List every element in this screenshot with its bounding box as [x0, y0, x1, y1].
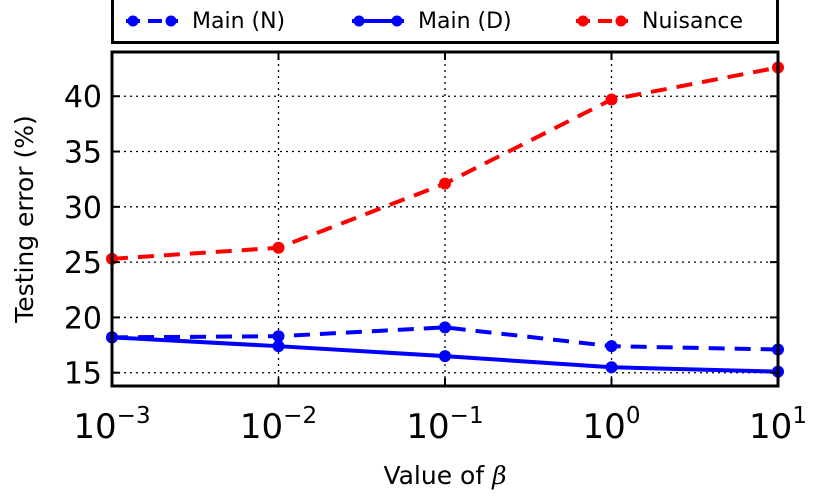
x-tick-label: 10−2 [240, 403, 317, 447]
data-point-nuisance [439, 177, 451, 190]
x-tick-label: 10−3 [73, 403, 150, 447]
legend-item-main-d: Main (D) [350, 6, 512, 36]
y-tick-label: 25 [64, 246, 102, 281]
legend-item-main-n: Main (N) [124, 6, 285, 36]
x-axis-label-text: Value of [383, 461, 492, 490]
series-line-main-n [111, 325, 779, 352]
legend-swatch-main-n [126, 15, 178, 27]
y-tick-label: 15 [64, 357, 102, 392]
data-point-main-d [605, 361, 618, 374]
legend-label-main-n: Main (N) [192, 8, 286, 34]
series-layer [106, 61, 784, 378]
legend: Main (N) Main (D) Nuisance [111, 0, 779, 44]
y-tick-label: 40 [64, 80, 102, 115]
legend-swatch-main-d [352, 15, 404, 27]
x-tick-label: 10−1 [406, 403, 483, 447]
x-tick-label: 100 [583, 403, 641, 447]
legend-label-main-d: Main (D) [418, 8, 512, 34]
series-line-nuisance [111, 65, 779, 261]
data-point-nuisance [272, 241, 285, 254]
ticks: 10−3 10−2 10−1 100 101 15 20 25 30 35 40 [64, 52, 807, 447]
legend-label-nuisance: Nuisance [642, 8, 744, 34]
y-tick-label: 30 [64, 191, 102, 226]
data-point-main-d [439, 350, 451, 363]
data-point-main-n [272, 330, 285, 343]
x-tick-label: 101 [749, 403, 807, 447]
x-axis-label-symbol: β [491, 461, 506, 490]
y-tick-label: 20 [64, 301, 102, 336]
x-axis-label: Value of β [383, 461, 506, 490]
y-tick-label: 35 [64, 136, 102, 171]
legend-item-nuisance: Nuisance [574, 6, 743, 36]
data-point-main-n [605, 340, 618, 353]
legend-swatch-nuisance [576, 15, 628, 27]
y-axis-label: Testing error (%) [10, 115, 39, 324]
data-point-main-d [272, 340, 285, 353]
data-point-main-n [439, 321, 451, 334]
data-point-nuisance [605, 93, 618, 106]
grid [111, 52, 779, 386]
